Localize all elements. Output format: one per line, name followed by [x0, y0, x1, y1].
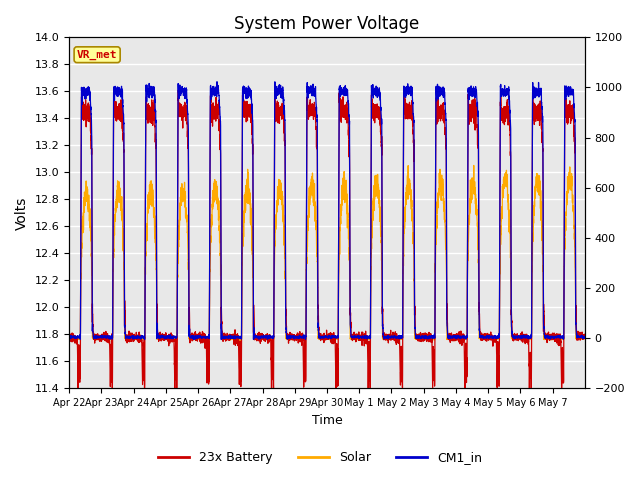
X-axis label: Time: Time [312, 414, 342, 427]
Y-axis label: Volts: Volts [15, 196, 29, 229]
Text: VR_met: VR_met [77, 49, 117, 60]
Legend: 23x Battery, Solar, CM1_in: 23x Battery, Solar, CM1_in [153, 446, 487, 469]
Title: System Power Voltage: System Power Voltage [234, 15, 420, 33]
